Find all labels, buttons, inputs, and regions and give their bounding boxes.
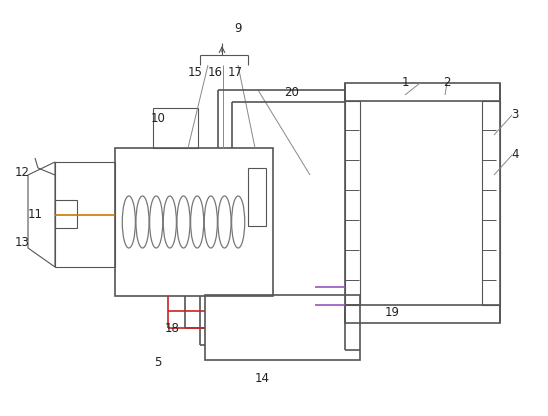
- Text: 12: 12: [14, 166, 30, 178]
- Bar: [205, 295, 360, 360]
- Text: 1: 1: [401, 75, 409, 89]
- Text: 20: 20: [284, 86, 299, 99]
- Text: 17: 17: [227, 65, 243, 79]
- Text: 2: 2: [443, 75, 451, 89]
- Bar: [55, 162, 115, 267]
- Text: 18: 18: [164, 322, 179, 334]
- Text: 3: 3: [511, 109, 519, 121]
- Text: 4: 4: [511, 149, 519, 161]
- Text: 14: 14: [254, 371, 270, 384]
- Text: 13: 13: [15, 235, 30, 248]
- Text: 9: 9: [234, 22, 242, 35]
- Text: 19: 19: [385, 305, 399, 319]
- Bar: [345, 101, 360, 305]
- Bar: [482, 101, 500, 305]
- Text: 11: 11: [27, 208, 43, 221]
- Text: 5: 5: [155, 356, 162, 369]
- Bar: [55, 200, 77, 228]
- Bar: [345, 83, 500, 101]
- Bar: [248, 168, 266, 226]
- Text: 16: 16: [208, 65, 222, 79]
- Bar: [153, 108, 198, 148]
- Bar: [115, 148, 273, 296]
- Text: 10: 10: [151, 111, 165, 124]
- Text: 15: 15: [187, 65, 202, 79]
- Bar: [345, 305, 500, 323]
